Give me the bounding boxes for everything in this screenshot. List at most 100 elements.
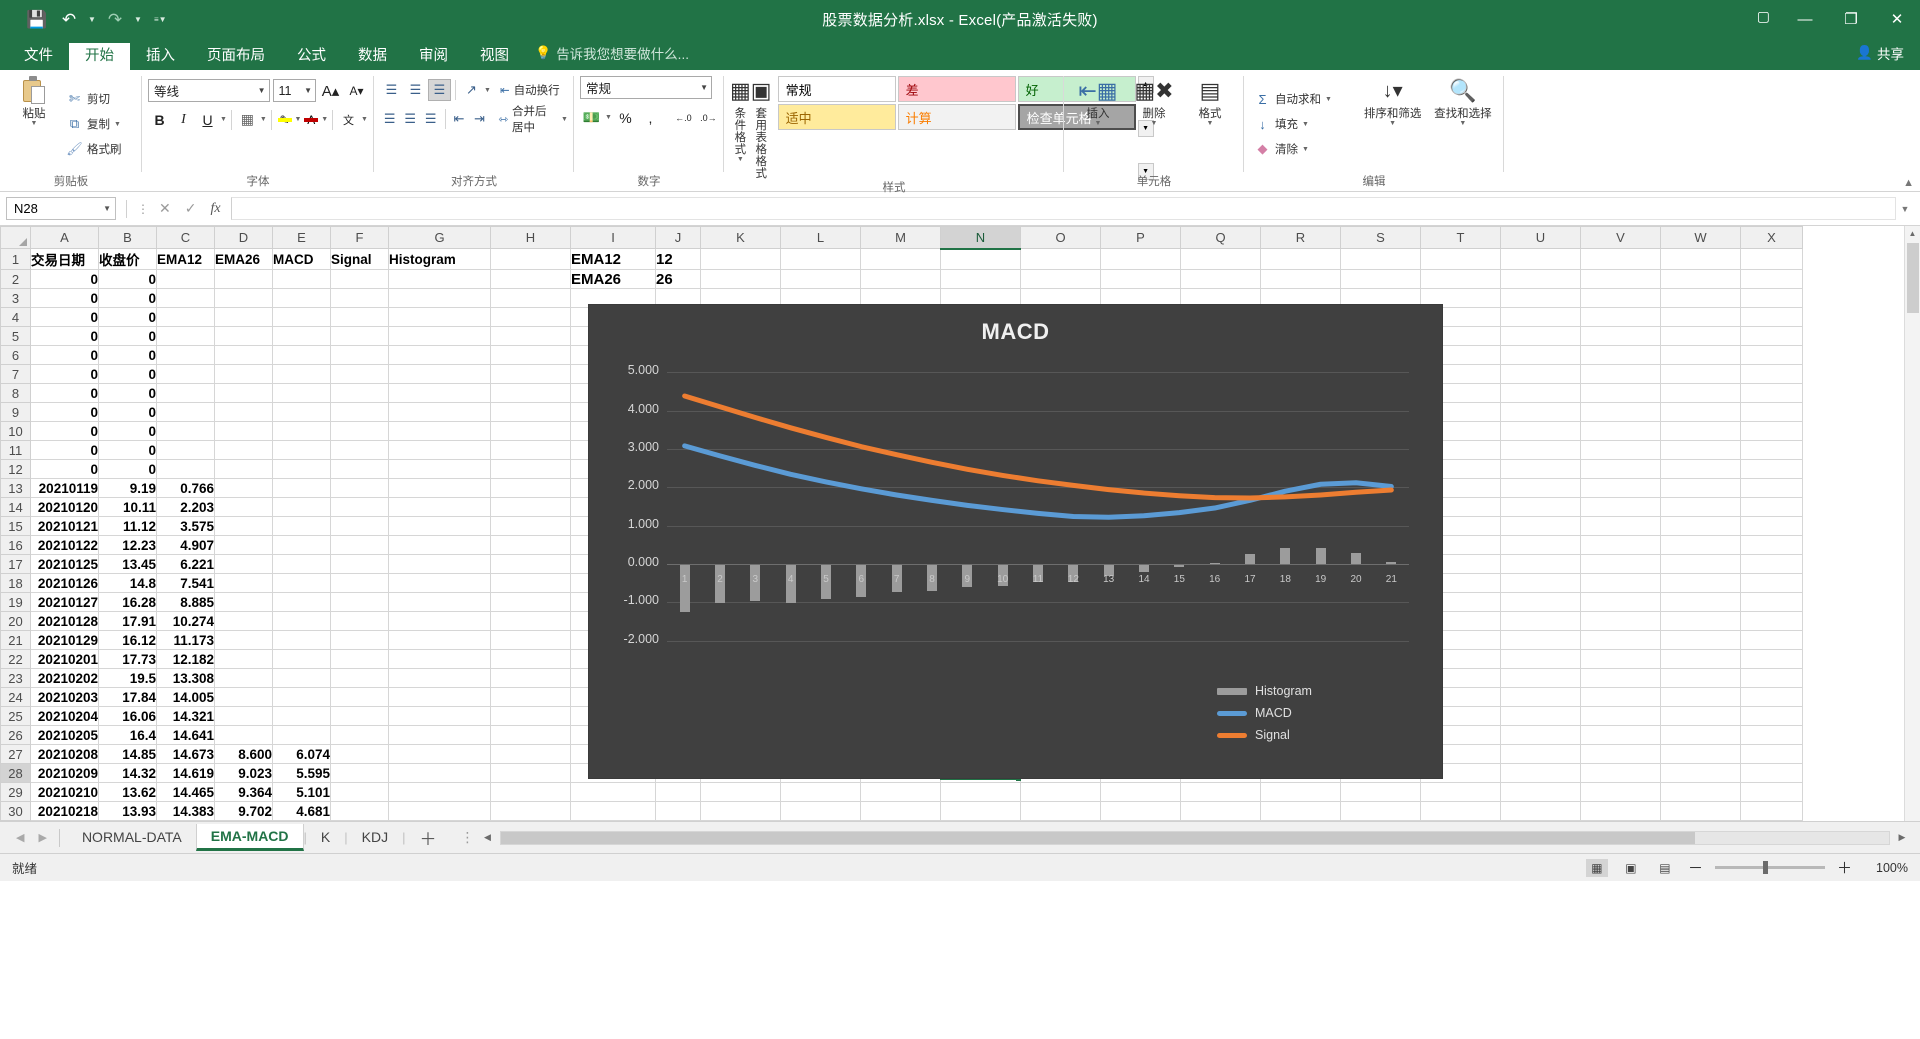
cell-F1[interactable]: Signal: [330, 248, 389, 270]
ribbon-tab-page-layout[interactable]: 页面布局: [207, 47, 265, 64]
cell-N2[interactable]: [940, 269, 1021, 289]
cell-D11[interactable]: [214, 440, 273, 460]
cell-B29[interactable]: 13.62: [98, 782, 157, 802]
cell-U23[interactable]: [1500, 668, 1581, 688]
align-top-icon[interactable]: ☰: [385, 82, 398, 97]
cell-G21[interactable]: [388, 630, 491, 650]
borders-icon[interactable]: ▦: [240, 111, 254, 127]
cell-U16[interactable]: [1500, 535, 1581, 555]
conditional-formatting-button[interactable]: ▦ 条件格式 ▼: [730, 74, 751, 180]
cell-E11[interactable]: [272, 440, 331, 460]
row-header-19[interactable]: 19: [0, 592, 31, 612]
cell-B24[interactable]: 17.84: [98, 687, 157, 707]
cell-A8[interactable]: 0: [30, 383, 99, 403]
cell-W1[interactable]: [1660, 248, 1741, 270]
cell-V7[interactable]: [1580, 364, 1661, 384]
cell-W23[interactable]: [1660, 668, 1741, 688]
cell-H26[interactable]: [490, 725, 571, 745]
cell-V22[interactable]: [1580, 649, 1661, 669]
cell-D2[interactable]: [214, 269, 273, 289]
cell-P2[interactable]: [1100, 269, 1181, 289]
cell-A11[interactable]: 0: [30, 440, 99, 460]
cell-H8[interactable]: [490, 383, 571, 403]
cell-W11[interactable]: [1660, 440, 1741, 460]
cell-H9[interactable]: [490, 402, 571, 422]
cell-style-check-cell[interactable]: 检查单元格: [1017, 104, 1136, 130]
cell-H16[interactable]: [490, 535, 571, 555]
previous-sheet-icon[interactable]: ◀: [16, 832, 25, 844]
cell-C21[interactable]: 11.173: [156, 630, 215, 650]
cell-H2[interactable]: [490, 269, 571, 289]
insert-cells-dropdown-icon[interactable]: ▼: [1094, 120, 1102, 127]
cell-W3[interactable]: [1660, 288, 1741, 308]
cell-F15[interactable]: [330, 516, 389, 536]
cell-G26[interactable]: [388, 725, 491, 745]
percent-style-icon[interactable]: %: [619, 109, 632, 126]
cell-F8[interactable]: [330, 383, 389, 403]
cell-Q2[interactable]: [1180, 269, 1261, 289]
fill-color-button[interactable]: ✎: [276, 108, 294, 131]
table-row[interactable]: 10 0 0: [0, 421, 1803, 441]
phonetic-dropdown-icon[interactable]: ▼: [361, 116, 368, 123]
cell-H23[interactable]: [490, 668, 571, 688]
cell-D26[interactable]: [214, 725, 273, 745]
format-cells-dropdown-icon[interactable]: ▼: [1206, 120, 1214, 127]
cell-D12[interactable]: [214, 459, 273, 479]
cell-F3[interactable]: [330, 288, 389, 308]
cell-E23[interactable]: [272, 668, 331, 688]
delete-cells-dropdown-icon[interactable]: ▼: [1150, 120, 1158, 127]
cell-F2[interactable]: [330, 269, 389, 289]
cell-B21[interactable]: 16.12: [98, 630, 157, 650]
cell-D15[interactable]: [214, 516, 273, 536]
cell-B2[interactable]: 0: [98, 269, 157, 289]
autosum-dropdown-icon[interactable]: ▼: [1325, 95, 1332, 103]
cell-C15[interactable]: 3.575: [156, 516, 215, 536]
table-row[interactable]: 1 交易日期 收盘价 EMA12 EMA26 MACD Signal Histogram EMA…: [0, 248, 1803, 270]
cell-C29[interactable]: 14.465: [156, 782, 215, 802]
cell-B28[interactable]: 14.32: [98, 763, 157, 783]
cell-B7[interactable]: 0: [98, 364, 157, 384]
cell-G15[interactable]: [388, 516, 491, 536]
cell-W13[interactable]: [1660, 478, 1741, 498]
cell-E15[interactable]: [272, 516, 331, 536]
cell-W18[interactable]: [1660, 573, 1741, 593]
row-header-9[interactable]: 9: [0, 402, 31, 422]
cell-D20[interactable]: [214, 611, 273, 631]
cell-G24[interactable]: [388, 687, 491, 707]
cell-C18[interactable]: 7.541: [156, 573, 215, 593]
cell-K29[interactable]: [700, 782, 781, 802]
cell-A6[interactable]: 0: [30, 345, 99, 365]
align-middle-icon[interactable]: ☰: [409, 82, 422, 97]
cell-U26[interactable]: [1500, 725, 1581, 745]
cell-H30[interactable]: [490, 801, 571, 821]
cell-G1[interactable]: Histogram: [388, 248, 491, 270]
chart-legend-item[interactable]: Histogram: [1217, 680, 1312, 702]
cell-G9[interactable]: [388, 402, 491, 422]
cell-F10[interactable]: [330, 421, 389, 441]
zoom-slider-thumb[interactable]: [1762, 861, 1768, 874]
cell-B6[interactable]: 0: [98, 345, 157, 365]
cell-A12[interactable]: 0: [30, 459, 99, 479]
column-header-G[interactable]: G: [388, 226, 491, 249]
cell-V19[interactable]: [1580, 592, 1661, 612]
cell-H19[interactable]: [490, 592, 571, 612]
cell-T30[interactable]: [1420, 801, 1501, 821]
cell-H17[interactable]: [490, 554, 571, 574]
cell-I30[interactable]: [570, 801, 656, 821]
cell-H25[interactable]: [490, 706, 571, 726]
cell-B3[interactable]: 0: [98, 288, 157, 308]
cell-X23[interactable]: [1740, 668, 1803, 688]
cell-T29[interactable]: [1420, 782, 1501, 802]
column-header-S[interactable]: S: [1340, 226, 1421, 249]
font-color-button[interactable]: A: [302, 108, 320, 131]
minimize-button[interactable]: —: [1797, 10, 1813, 28]
underline-button[interactable]: U: [202, 111, 213, 128]
undo-icon[interactable]: ↶: [61, 9, 77, 29]
ribbon-display-options-icon[interactable]: ▢: [1756, 8, 1770, 24]
redo-icon[interactable]: ↷: [107, 9, 123, 29]
cell-A29[interactable]: 20210210: [30, 782, 99, 802]
column-header-T[interactable]: T: [1420, 226, 1501, 249]
ribbon-tab-review[interactable]: 审阅: [419, 47, 448, 64]
font-name-dropdown-icon[interactable]: ▼: [257, 86, 266, 95]
cell-D25[interactable]: [214, 706, 273, 726]
